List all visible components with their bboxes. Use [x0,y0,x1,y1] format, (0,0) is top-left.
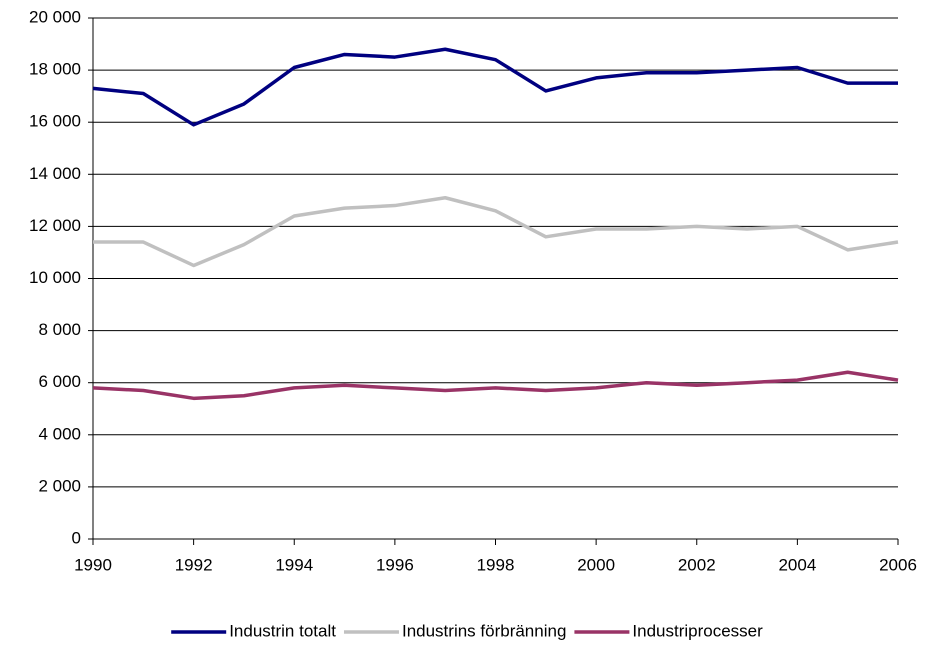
y-tick-label: 16 000 [29,112,81,131]
y-tick-label: 2 000 [38,476,81,495]
y-tick-label: 14 000 [29,164,81,183]
legend-label: Industriprocesser [632,621,763,640]
x-tick-label: 1994 [275,555,313,574]
x-tick-label: 2002 [678,555,716,574]
y-tick-label: 12 000 [29,216,81,235]
x-tick-label: 2000 [577,555,615,574]
x-tick-label: 1996 [376,555,414,574]
x-tick-label: 1998 [477,555,515,574]
legend-label: Industrins förbränning [402,621,566,640]
x-tick-label: 2004 [778,555,816,574]
series-line [92,370,899,401]
legend-label: Industrin totalt [229,621,336,640]
y-tick-label: 0 [72,528,81,547]
series-line [93,195,899,268]
x-tick-label: 1990 [74,555,112,574]
y-tick-label: 4 000 [38,424,81,443]
x-tick-label: 1992 [175,555,213,574]
y-tick-label: 6 000 [38,372,81,391]
x-tick-label: 2006 [879,555,917,574]
y-tick-label: 18 000 [29,60,81,79]
y-tick-label: 8 000 [38,320,81,339]
series-line [92,47,898,127]
y-tick-label: 20 000 [29,7,81,26]
y-tick-label: 10 000 [29,268,81,287]
